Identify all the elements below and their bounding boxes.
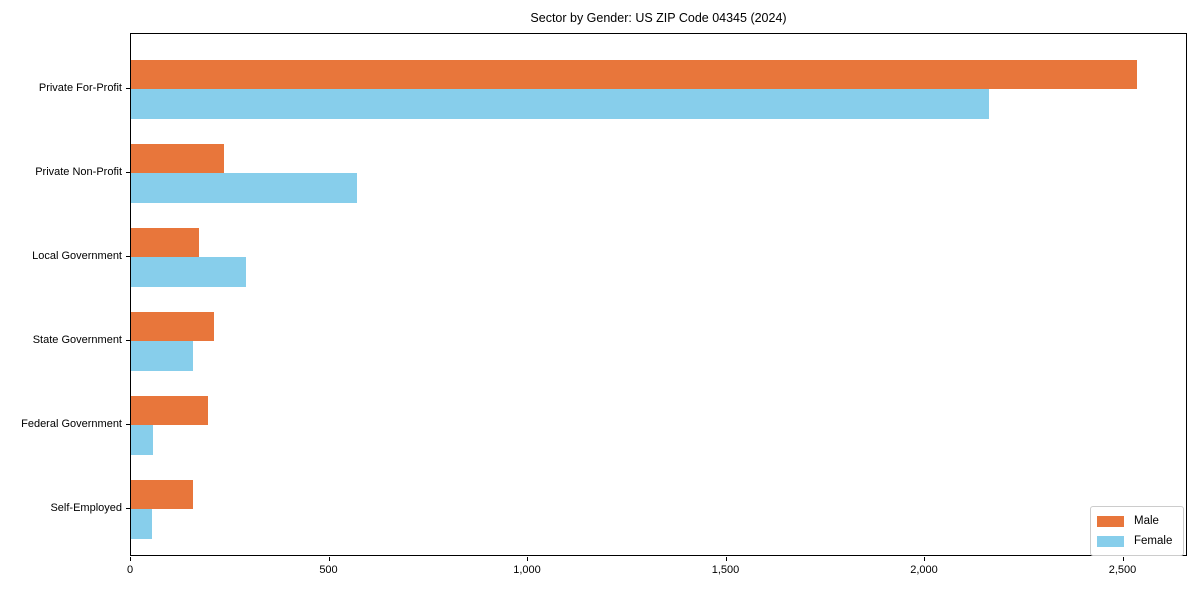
bar-male-state-government: [131, 312, 215, 342]
chart-title: Sector by Gender: US ZIP Code 04345 (202…: [530, 11, 787, 25]
legend-entry-male: Male: [1097, 511, 1177, 531]
x-tick-mark-500: [328, 557, 330, 561]
bar-female-self-employed: [131, 509, 152, 539]
y-tick-label-federal-government: Federal Government: [21, 418, 122, 431]
x-tick-label-2-500: 2,500: [1108, 564, 1137, 576]
x-tick-label-2-000: 2,000: [910, 564, 938, 576]
y-tick-mark-state-government: [126, 340, 130, 342]
bar-male-local-government: [131, 228, 199, 258]
legend-label-female: Female: [1134, 535, 1173, 547]
x-tick-mark-1-000: [527, 557, 528, 561]
y-tick-label-local-government: Local Government: [32, 250, 122, 263]
bar-female-local-government: [131, 257, 247, 287]
y-tick-mark-private-non-profit: [126, 172, 130, 174]
y-tick-mark-self-employed: [126, 508, 130, 510]
x-tick-label-0: 0: [126, 564, 134, 576]
y-tick-mark-federal-government: [126, 424, 130, 426]
legend-entry-female: Female: [1097, 531, 1177, 551]
x-tick-label-500: 500: [319, 564, 338, 576]
plot-area: [130, 33, 1187, 556]
x-tick-mark-2-000: [924, 557, 925, 561]
bar-male-federal-government: [131, 396, 209, 426]
y-tick-mark-local-government: [126, 256, 130, 258]
bar-female-state-government: [131, 341, 193, 371]
y-tick-mark-private-for-profit: [126, 88, 130, 90]
bar-female-private-for-profit: [131, 89, 989, 119]
bar-female-private-non-profit: [131, 173, 358, 203]
legend-label-male: Male: [1134, 515, 1159, 527]
y-tick-label-state-government: State Government: [32, 334, 122, 347]
legend-swatch-male: [1097, 515, 1124, 527]
x-tick-label-1-000: 1,000: [513, 564, 541, 576]
legend-swatch-female: [1097, 535, 1124, 547]
y-tick-label-private-for-profit: Private For-Profit: [38, 82, 122, 95]
bar-male-private-non-profit: [131, 144, 225, 174]
bar-male-private-for-profit: [131, 60, 1138, 90]
bar-male-self-employed: [131, 480, 193, 510]
x-tick-mark-0: [130, 557, 131, 561]
x-tick-mark-2-500: [1122, 557, 1124, 561]
x-tick-mark-1-500: [725, 557, 727, 561]
y-tick-label-self-employed: Self-Employed: [50, 502, 122, 515]
y-tick-label-private-non-profit: Private Non-Profit: [35, 166, 122, 179]
bar-female-federal-government: [131, 425, 153, 455]
x-tick-label-1-500: 1,500: [711, 564, 740, 576]
legend: Male Female: [1090, 506, 1184, 556]
